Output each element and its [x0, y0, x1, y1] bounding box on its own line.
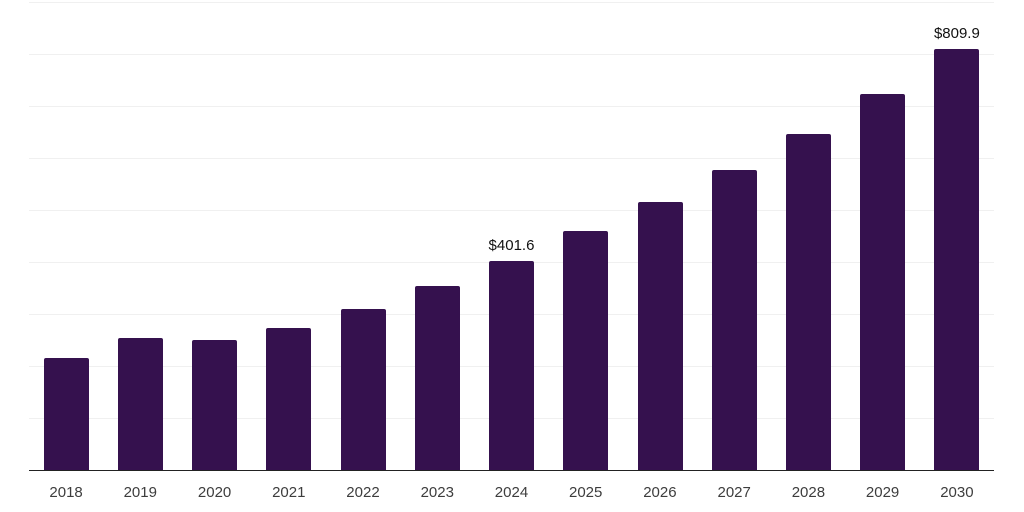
bar-2029 [860, 93, 906, 470]
bar-2030 [934, 48, 980, 470]
gridline-800 [29, 54, 994, 55]
x-tick-label-2018: 2018 [49, 484, 83, 501]
bar-2026 [637, 201, 683, 470]
x-tick-label-2023: 2023 [420, 484, 454, 501]
x-tick-label-2028: 2028 [791, 484, 826, 501]
bar-2022 [340, 309, 386, 470]
x-tick-label-2024: 2024 [494, 484, 529, 501]
x-tick-label-2026: 2026 [643, 484, 677, 501]
x-tick-label-2021: 2021 [272, 484, 306, 501]
gridline-600 [29, 158, 994, 159]
x-tick-label-2027: 2027 [717, 484, 751, 501]
x-tick-label-2022: 2022 [346, 484, 380, 501]
bar-2028 [785, 134, 831, 470]
x-axis-line [29, 470, 994, 471]
x-tick-label-2019: 2019 [123, 484, 157, 501]
bar-2019 [117, 338, 163, 470]
x-tick-label-2029: 2029 [865, 484, 900, 501]
bar-2023 [414, 285, 460, 470]
gridline-900 [29, 2, 994, 3]
bar-2021 [266, 328, 312, 470]
bar-2018 [43, 357, 89, 470]
gridline-700 [29, 106, 994, 107]
x-tick-label-2025: 2025 [569, 484, 603, 501]
bar-2020 [192, 339, 238, 470]
x-tick-label-2030: 2030 [940, 484, 974, 501]
x-tick-label-2020: 2020 [197, 484, 232, 501]
value-label-2030: $809.9 [933, 24, 980, 42]
gridline-500 [29, 210, 994, 211]
bar-2025 [563, 230, 609, 470]
bar-2027 [711, 170, 757, 470]
value-label-2024: $401.6 [488, 237, 535, 255]
bar-2024 [489, 261, 534, 470]
